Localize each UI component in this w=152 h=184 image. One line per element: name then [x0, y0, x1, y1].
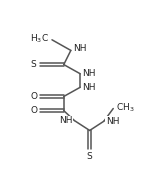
Text: NH: NH [73, 45, 86, 54]
Text: O: O [30, 106, 37, 115]
Text: O: O [30, 92, 37, 101]
Text: CH$_3$: CH$_3$ [116, 102, 134, 114]
Text: NH: NH [59, 116, 72, 125]
Text: S: S [87, 152, 93, 161]
Text: NH: NH [82, 83, 96, 92]
Text: H$_3$C: H$_3$C [29, 33, 48, 45]
Text: NH: NH [106, 117, 119, 126]
Text: NH: NH [82, 69, 96, 78]
Text: S: S [31, 60, 37, 69]
